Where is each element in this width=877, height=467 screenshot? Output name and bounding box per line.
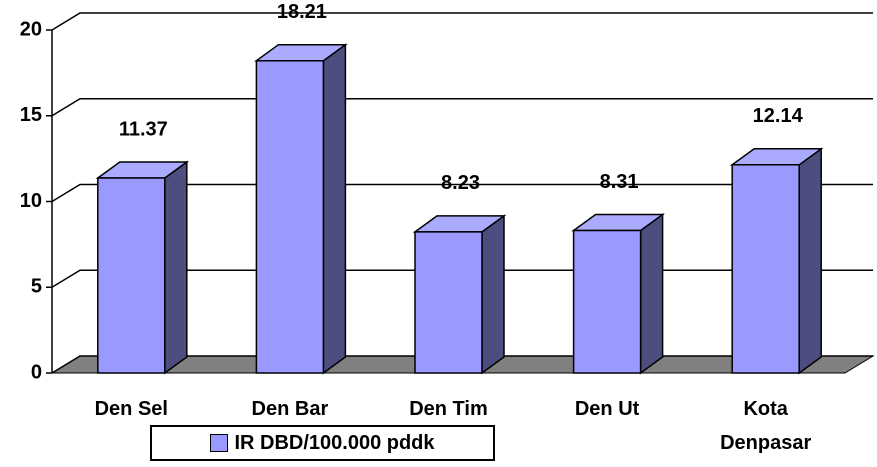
- legend-swatch: [210, 434, 229, 452]
- value-label: 8.31: [600, 171, 639, 193]
- legend: IR DBD/100.000 pddk: [150, 425, 495, 461]
- bar: [729, 147, 824, 375]
- x-tick-label: Den Bar: [251, 398, 329, 420]
- bar-front: [731, 164, 800, 374]
- y-tick-label: 0: [31, 361, 42, 383]
- value-label: 12.14: [753, 105, 804, 127]
- x-tick-label: Den Tim: [409, 398, 488, 420]
- bar-front: [572, 229, 642, 374]
- value-label: 18.21: [277, 1, 327, 23]
- value-label: 8.23: [441, 172, 480, 194]
- bar: [412, 214, 507, 375]
- bar-side: [639, 213, 664, 375]
- grid-line: [51, 12, 873, 31]
- grid-line: [51, 183, 873, 203]
- grid-line: [51, 98, 873, 117]
- bar-front: [414, 231, 483, 374]
- bar-front: [255, 59, 325, 374]
- legend-label: IR DBD/100.000 pddk: [234, 431, 435, 454]
- bar-side: [164, 160, 188, 375]
- x-tick-label: Kota Denpasar: [720, 398, 812, 454]
- bar: [571, 213, 665, 375]
- y-tick-label: 10: [20, 190, 42, 212]
- bar: [95, 160, 190, 375]
- value-label: 11.37: [119, 118, 168, 140]
- x-tick-label: Den Sel: [94, 398, 168, 420]
- bar: [254, 43, 348, 375]
- y-tick-label: 20: [20, 18, 42, 40]
- y-tick-label: 5: [31, 276, 42, 298]
- bar-side: [798, 147, 822, 375]
- x-tick-label: Den Ut: [574, 398, 640, 420]
- y-tick-label: 15: [20, 104, 42, 126]
- bar-front: [97, 177, 166, 374]
- bar-side: [481, 214, 505, 375]
- bar-side: [322, 43, 347, 375]
